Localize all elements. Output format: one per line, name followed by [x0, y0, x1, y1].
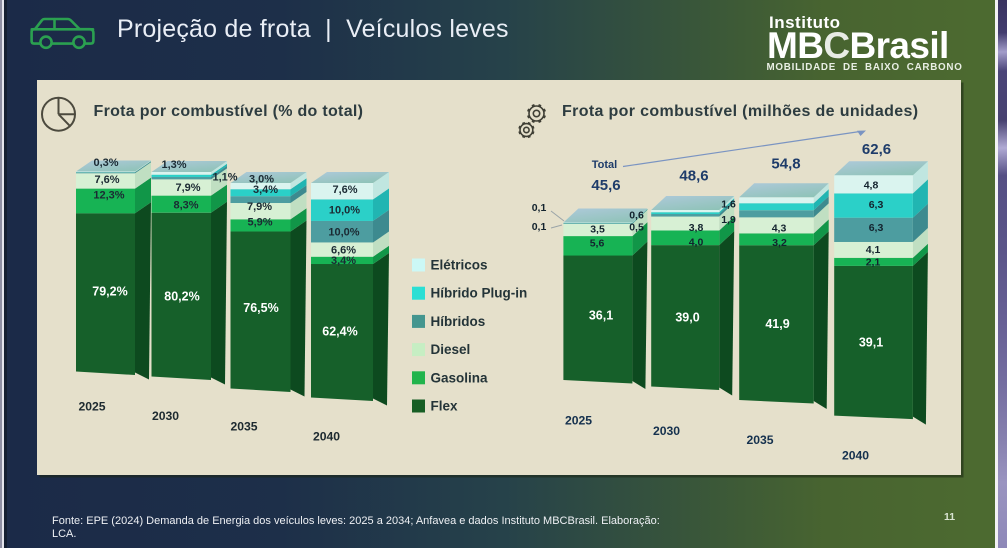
svg-text:7,9%: 7,9% — [247, 201, 272, 213]
svg-text:1,6: 1,6 — [721, 199, 736, 211]
svg-text:3,0%: 3,0% — [249, 174, 274, 186]
svg-text:2030: 2030 — [653, 424, 680, 438]
svg-text:3,4%: 3,4% — [331, 255, 356, 267]
svg-text:80,2%: 80,2% — [164, 290, 199, 304]
svg-text:6,3: 6,3 — [869, 222, 884, 234]
svg-text:3,2: 3,2 — [772, 237, 787, 249]
svg-text:Híbrido Plug-in: Híbrido Plug-in — [431, 286, 528, 301]
svg-text:76,5%: 76,5% — [243, 301, 278, 315]
svg-text:Frota por combustível (% do to: Frota por combustível (% do total) — [94, 103, 364, 120]
svg-text:41,9: 41,9 — [765, 317, 789, 331]
svg-text:39,0: 39,0 — [675, 311, 699, 325]
svg-text:Flex: Flex — [431, 399, 459, 414]
svg-text:1,3%: 1,3% — [161, 159, 186, 171]
svg-text:2035: 2035 — [746, 433, 773, 447]
svg-text:4,3: 4,3 — [772, 223, 787, 235]
svg-text:54,8: 54,8 — [771, 156, 800, 173]
svg-text:Gasolina: Gasolina — [431, 370, 489, 385]
svg-text:0,5: 0,5 — [629, 222, 644, 234]
svg-text:2025: 2025 — [78, 400, 105, 414]
svg-text:36,1: 36,1 — [589, 309, 613, 323]
svg-text:1,9: 1,9 — [721, 214, 736, 226]
svg-text:62,6: 62,6 — [862, 141, 891, 158]
svg-text:10,0%: 10,0% — [329, 205, 360, 217]
svg-text:7,9%: 7,9% — [175, 182, 200, 194]
svg-text:3,5: 3,5 — [590, 224, 605, 236]
svg-text:2030: 2030 — [152, 409, 179, 423]
svg-text:Total: Total — [592, 159, 617, 171]
svg-text:5,9%: 5,9% — [247, 217, 272, 229]
svg-text:0,3%: 0,3% — [93, 157, 118, 169]
svg-text:45,6: 45,6 — [591, 177, 620, 194]
svg-text:2,1: 2,1 — [866, 256, 881, 268]
svg-text:7,6%: 7,6% — [94, 174, 119, 186]
svg-text:Elétricos: Elétricos — [431, 258, 488, 273]
svg-text:48,6: 48,6 — [679, 168, 708, 185]
svg-text:3,4%: 3,4% — [253, 184, 278, 196]
svg-text:6,6%: 6,6% — [331, 245, 356, 257]
svg-text:3,8: 3,8 — [689, 222, 704, 234]
svg-text:Frota por combustível (milhões: Frota por combustível (milhões de unidad… — [562, 103, 918, 120]
svg-text:12,3%: 12,3% — [93, 190, 124, 202]
svg-text:2025: 2025 — [565, 414, 592, 428]
svg-text:10,0%: 10,0% — [328, 227, 359, 239]
svg-text:Híbridos: Híbridos — [431, 314, 486, 329]
svg-text:1,1%: 1,1% — [212, 172, 237, 184]
svg-text:0,1: 0,1 — [532, 221, 547, 233]
svg-text:6,3: 6,3 — [869, 199, 884, 211]
svg-text:79,2%: 79,2% — [92, 285, 127, 299]
svg-text:7,6%: 7,6% — [332, 184, 357, 196]
svg-text:2040: 2040 — [842, 449, 869, 463]
svg-text:4,0: 4,0 — [689, 236, 704, 248]
svg-text:5,6: 5,6 — [590, 238, 605, 250]
svg-text:2040: 2040 — [313, 430, 340, 444]
svg-text:Diesel: Diesel — [431, 342, 471, 357]
svg-text:62,4%: 62,4% — [322, 325, 357, 339]
svg-text:4,8: 4,8 — [864, 179, 879, 191]
svg-text:2035: 2035 — [230, 420, 257, 434]
svg-text:8,3%: 8,3% — [173, 199, 198, 211]
svg-text:39,1: 39,1 — [859, 336, 883, 350]
svg-text:4,1: 4,1 — [866, 244, 881, 256]
svg-text:0,6: 0,6 — [629, 210, 644, 222]
svg-text:0,1: 0,1 — [532, 202, 547, 214]
